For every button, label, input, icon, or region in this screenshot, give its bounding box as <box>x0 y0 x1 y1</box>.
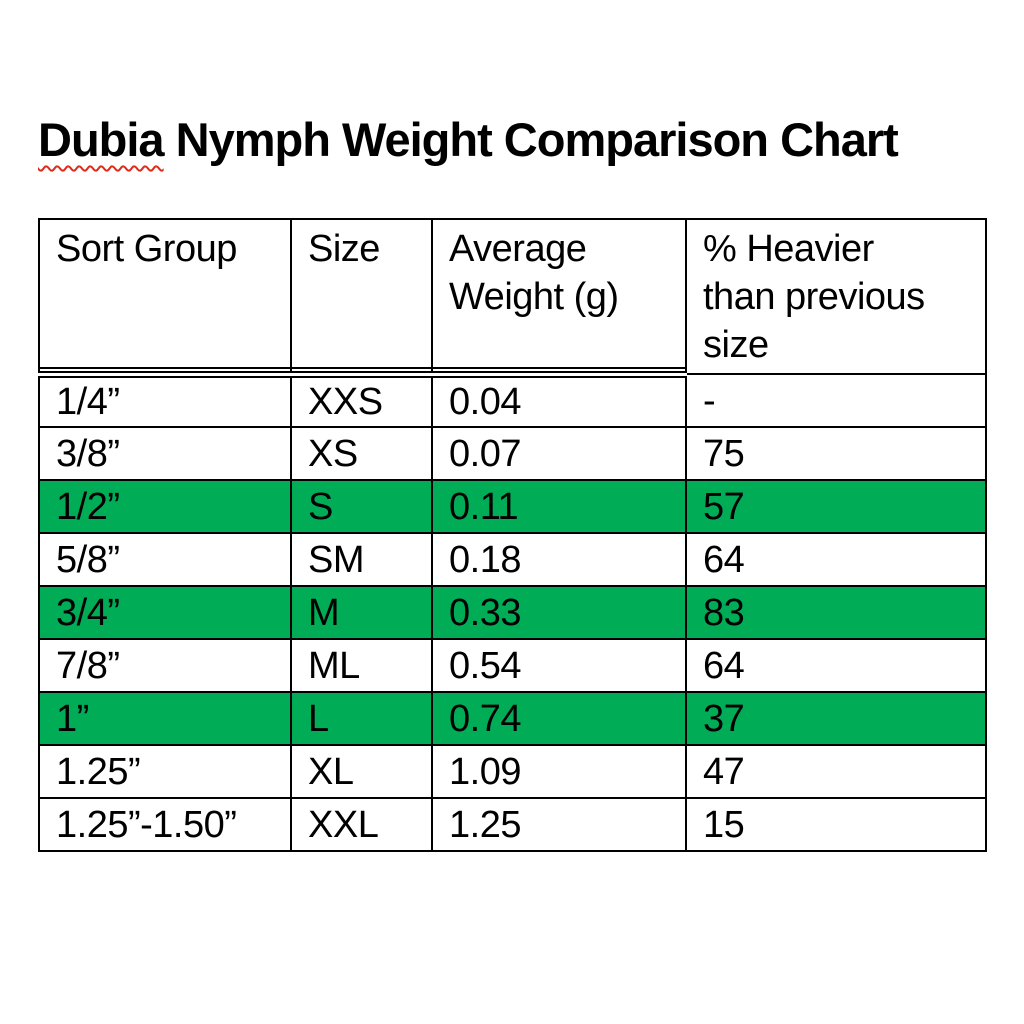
table-row: 1/2” S 0.11 57 <box>38 479 987 534</box>
cell-percent-heavier: 64 <box>685 532 987 587</box>
header-spacer-cell <box>431 367 687 378</box>
cell-percent-heavier: 57 <box>685 479 987 534</box>
table-row: 3/8” XS 0.07 75 <box>38 426 987 481</box>
header-line: Average <box>449 228 587 270</box>
cell-percent-heavier: 64 <box>685 638 987 693</box>
title-rest: Nymph Weight Comparison Chart <box>175 113 899 166</box>
cell-size: L <box>290 691 433 746</box>
column-header-average-weight: Average Weight (g) <box>431 218 687 369</box>
cell-size: S <box>290 479 433 534</box>
header-spacer-cell <box>38 367 292 378</box>
header-line: Sort Group <box>56 228 237 270</box>
cell-sort-group: 1” <box>38 691 292 746</box>
cell-sort-group: 1.25”-1.50” <box>38 797 292 852</box>
cell-size: XS <box>290 426 433 481</box>
table-header: Sort Group Size Average Weight (g) % Hea… <box>38 218 987 378</box>
table-row: 1/4” XXS 0.04 - <box>38 373 987 428</box>
cell-size: SM <box>290 532 433 587</box>
header-line: Size <box>308 228 380 270</box>
cell-percent-heavier: 37 <box>685 691 987 746</box>
header-spacer-cell <box>290 367 433 378</box>
cell-percent-heavier: - <box>685 373 987 428</box>
table-row: 1.25” XL 1.09 47 <box>38 744 987 799</box>
cell-sort-group: 3/4” <box>38 585 292 640</box>
page-title: Dubia Nymph Weight Comparison Chart <box>38 112 899 167</box>
table-row: 5/8” SM 0.18 64 <box>38 532 987 587</box>
header-line: than previous <box>703 276 925 318</box>
cell-size: XXS <box>290 373 433 428</box>
table-header-row: Sort Group Size Average Weight (g) % Hea… <box>38 218 987 375</box>
cell-percent-heavier: 83 <box>685 585 987 640</box>
table-row: 3/4” M 0.33 83 <box>38 585 987 640</box>
header-line: size <box>703 324 769 366</box>
cell-size: XL <box>290 744 433 799</box>
cell-percent-heavier: 47 <box>685 744 987 799</box>
table-body: 1/4” XXS 0.04 - 3/8” XS 0.07 75 1/2” S 0… <box>38 373 987 852</box>
column-header-percent-heavier: % Heavier than previous size <box>685 218 987 375</box>
cell-sort-group: 1/4” <box>38 373 292 428</box>
column-header-size: Size <box>290 218 433 369</box>
cell-size: M <box>290 585 433 640</box>
cell-average-weight: 0.04 <box>431 373 687 428</box>
cell-average-weight: 1.09 <box>431 744 687 799</box>
cell-average-weight: 0.33 <box>431 585 687 640</box>
cell-average-weight: 0.54 <box>431 638 687 693</box>
cell-average-weight: 0.11 <box>431 479 687 534</box>
cell-average-weight: 0.74 <box>431 691 687 746</box>
cell-sort-group: 3/8” <box>38 426 292 481</box>
cell-average-weight: 1.25 <box>431 797 687 852</box>
cell-sort-group: 1/2” <box>38 479 292 534</box>
table-row: 7/8” ML 0.54 64 <box>38 638 987 693</box>
weight-comparison-table: Sort Group Size Average Weight (g) % Hea… <box>38 218 987 852</box>
column-header-sort-group: Sort Group <box>38 218 292 369</box>
header-line: % Heavier <box>703 228 874 270</box>
cell-sort-group: 1.25” <box>38 744 292 799</box>
cell-size: ML <box>290 638 433 693</box>
cell-average-weight: 0.18 <box>431 532 687 587</box>
cell-percent-heavier: 75 <box>685 426 987 481</box>
title-misspelled-word: Dubia <box>38 113 165 166</box>
cell-size: XXL <box>290 797 433 852</box>
cell-average-weight: 0.07 <box>431 426 687 481</box>
header-spacer-row <box>38 367 986 378</box>
header-line: Weight (g) <box>449 276 619 318</box>
table-row: 1” L 0.74 37 <box>38 691 987 746</box>
table-row: 1.25”-1.50” XXL 1.25 15 <box>38 797 987 852</box>
cell-sort-group: 7/8” <box>38 638 292 693</box>
cell-percent-heavier: 15 <box>685 797 987 852</box>
cell-sort-group: 5/8” <box>38 532 292 587</box>
